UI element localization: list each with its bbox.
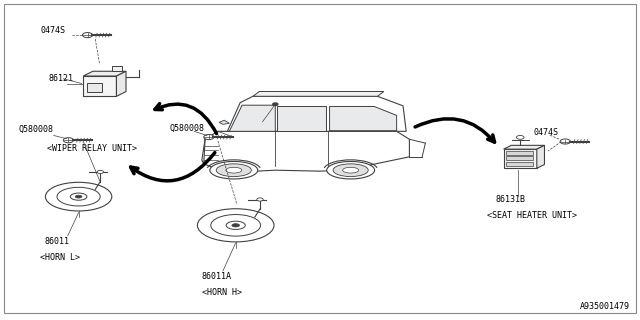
Ellipse shape bbox=[326, 161, 374, 179]
Polygon shape bbox=[227, 96, 406, 131]
Text: 0474S: 0474S bbox=[534, 128, 559, 137]
Polygon shape bbox=[330, 107, 397, 131]
Polygon shape bbox=[537, 145, 545, 168]
Text: <WIPER RELAY UNIT>: <WIPER RELAY UNIT> bbox=[47, 144, 137, 153]
Ellipse shape bbox=[57, 187, 100, 206]
Bar bbox=[83, 76, 116, 96]
Text: 86131B: 86131B bbox=[495, 195, 525, 204]
Ellipse shape bbox=[45, 182, 112, 211]
Bar bbox=[506, 162, 532, 166]
Text: A935001479: A935001479 bbox=[580, 302, 630, 311]
Polygon shape bbox=[276, 107, 326, 131]
Polygon shape bbox=[116, 71, 126, 96]
Bar bbox=[88, 83, 102, 92]
Circle shape bbox=[257, 198, 263, 201]
Ellipse shape bbox=[333, 164, 368, 177]
Bar bbox=[506, 151, 532, 155]
Polygon shape bbox=[202, 131, 410, 172]
Text: 0474S: 0474S bbox=[40, 27, 65, 36]
Ellipse shape bbox=[216, 164, 252, 177]
Polygon shape bbox=[83, 71, 126, 76]
Circle shape bbox=[273, 103, 278, 106]
Ellipse shape bbox=[232, 224, 239, 227]
Text: <HORN H>: <HORN H> bbox=[202, 288, 242, 297]
Polygon shape bbox=[219, 120, 229, 124]
Text: Q580008: Q580008 bbox=[170, 124, 205, 132]
Bar bbox=[504, 149, 537, 168]
Circle shape bbox=[204, 134, 214, 140]
Polygon shape bbox=[253, 92, 384, 96]
Text: Q580008: Q580008 bbox=[19, 125, 54, 134]
Text: 86011A: 86011A bbox=[202, 272, 232, 281]
Circle shape bbox=[516, 135, 524, 139]
Text: <HORN L>: <HORN L> bbox=[40, 253, 80, 262]
Ellipse shape bbox=[70, 193, 87, 200]
Ellipse shape bbox=[211, 214, 260, 236]
Polygon shape bbox=[229, 105, 275, 131]
Text: 86011: 86011 bbox=[44, 237, 69, 246]
Ellipse shape bbox=[342, 167, 358, 173]
Circle shape bbox=[560, 139, 570, 144]
Circle shape bbox=[83, 33, 93, 38]
Ellipse shape bbox=[226, 167, 242, 173]
Ellipse shape bbox=[226, 221, 245, 229]
Circle shape bbox=[63, 138, 74, 143]
Ellipse shape bbox=[76, 195, 82, 198]
Circle shape bbox=[97, 170, 104, 173]
Bar bbox=[506, 156, 532, 160]
Bar bbox=[112, 67, 122, 71]
Polygon shape bbox=[504, 145, 545, 149]
Text: <SEAT HEATER UNIT>: <SEAT HEATER UNIT> bbox=[487, 211, 577, 220]
Ellipse shape bbox=[210, 161, 258, 179]
Text: 86121: 86121 bbox=[49, 74, 74, 83]
Ellipse shape bbox=[197, 209, 274, 242]
